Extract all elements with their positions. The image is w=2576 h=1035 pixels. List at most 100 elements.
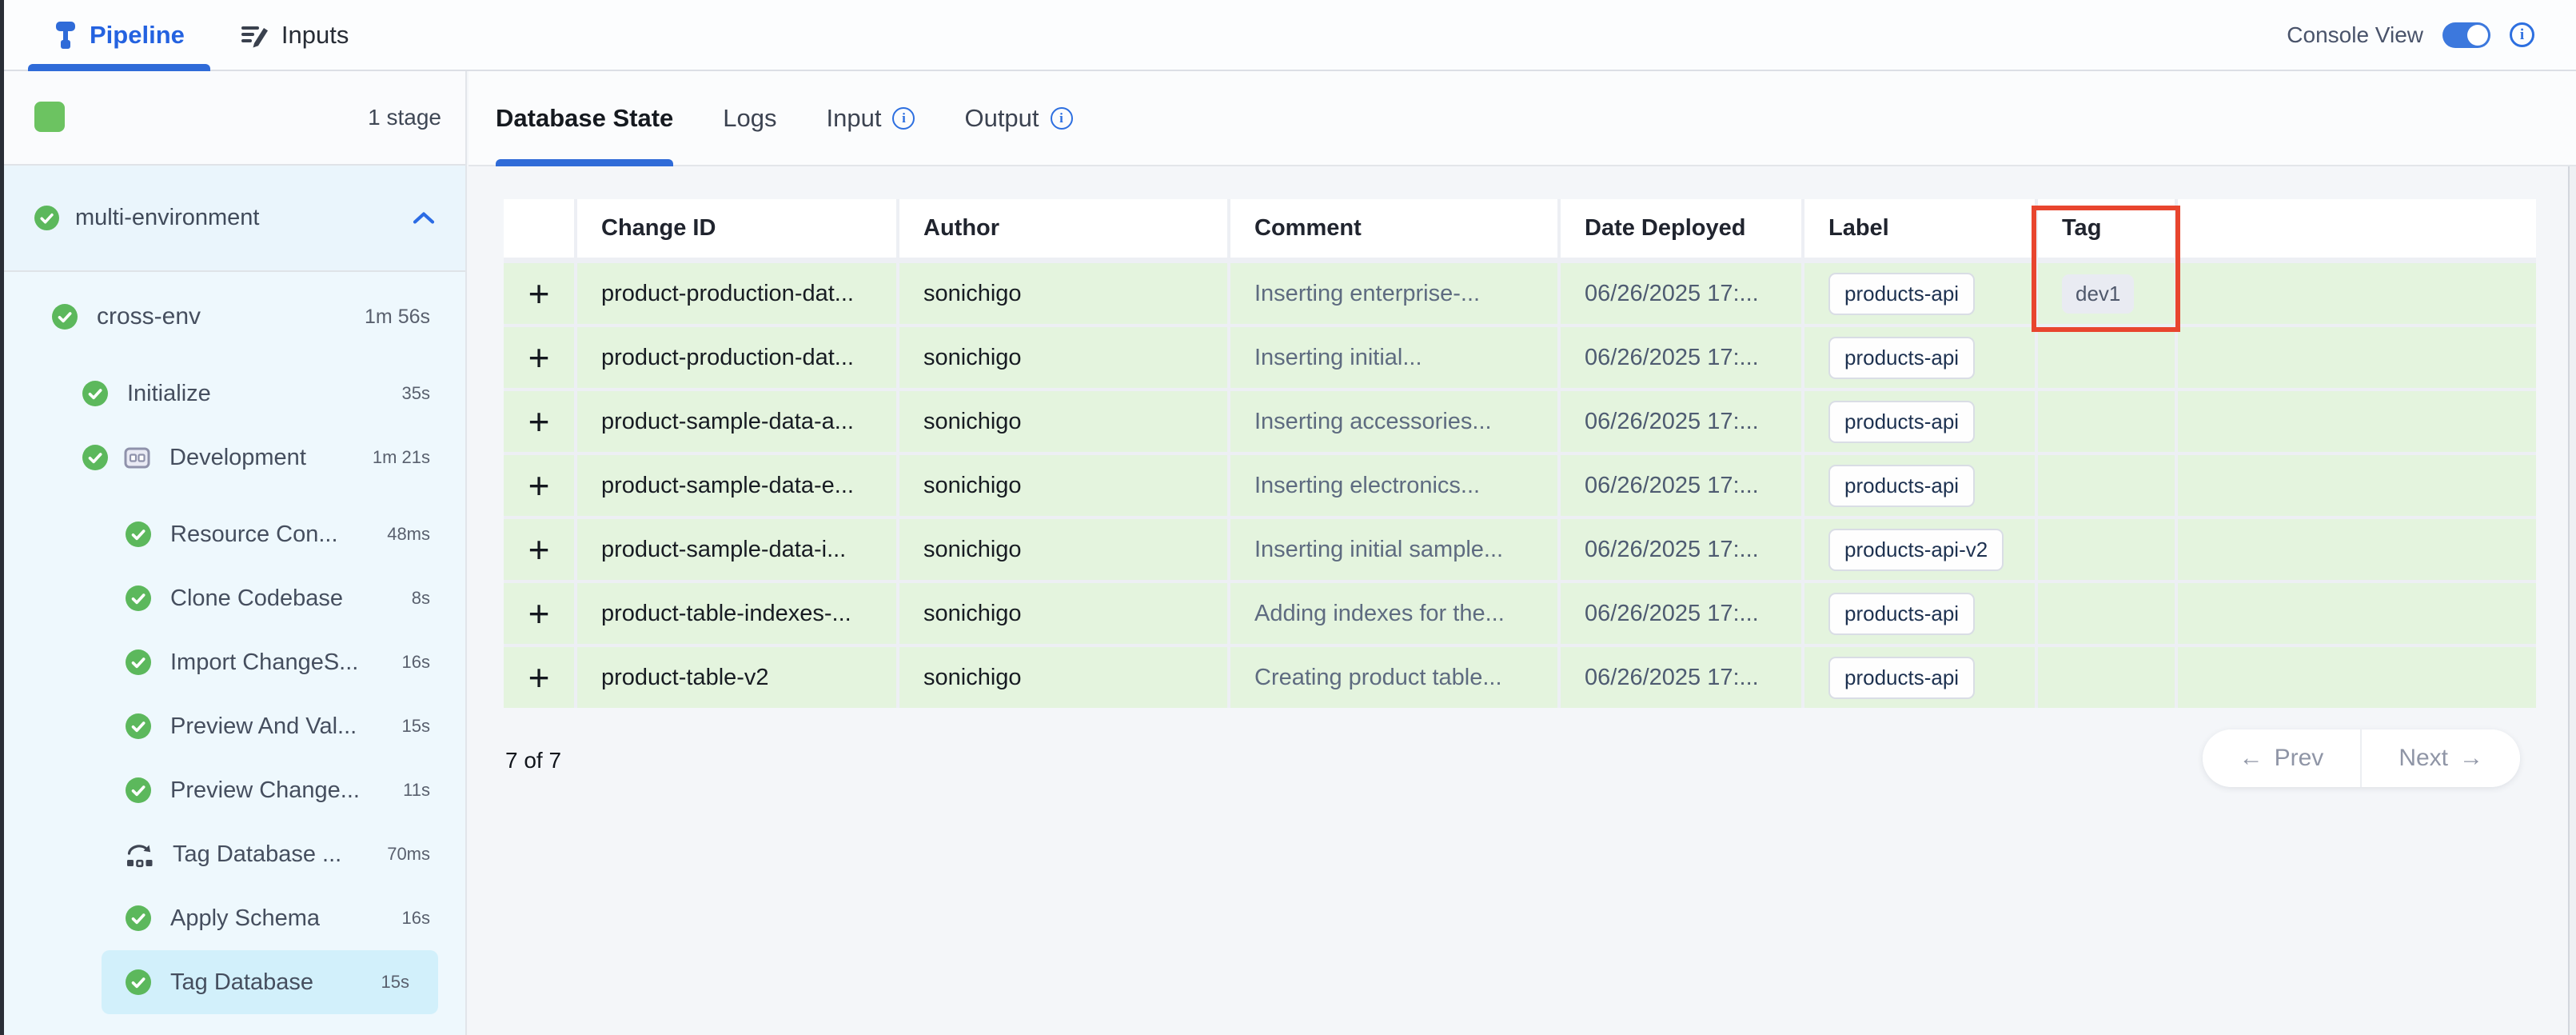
- tab-logs[interactable]: Logs: [723, 71, 776, 165]
- label-chip: products-api: [1828, 272, 1976, 315]
- tab-label: Logs: [723, 103, 777, 132]
- success-check-icon: [126, 649, 151, 675]
- pipeline-step[interactable]: Preview And Val... 15s: [4, 694, 465, 758]
- cell-change_id: product-table-v2: [577, 647, 896, 708]
- cell-empty: [2178, 647, 2536, 708]
- cell-date: 06/26/2025 17:...: [1561, 455, 1801, 516]
- cell-tag: [2038, 647, 2175, 708]
- cell-label: products-api: [1804, 455, 2035, 516]
- right-panel-edge[interactable]: [2568, 166, 2576, 1035]
- step-duration: 11s: [403, 780, 430, 800]
- pipeline-step[interactable]: Development 1m 21s: [4, 426, 465, 490]
- window-left-edge: [0, 0, 4, 1035]
- console-view-label: Console View: [2287, 22, 2423, 47]
- prev-page-button[interactable]: ← Prev: [2202, 729, 2361, 787]
- tag-chip: dev1: [2062, 274, 2135, 314]
- pipeline-step[interactable]: Resource Con... 48ms: [4, 502, 465, 566]
- label-chip: products-api: [1828, 656, 1976, 699]
- step-duration: 16s: [401, 908, 430, 928]
- tab-pipeline-label: Pipeline: [90, 20, 185, 49]
- step-list: cross-env 1m 56s Initialize 35s Development 1…: [4, 272, 465, 1035]
- tab-label: Database State: [496, 103, 674, 132]
- step-label: Tag Database: [170, 969, 313, 995]
- success-check-icon: [126, 713, 151, 739]
- step-duration: 35s: [401, 383, 430, 403]
- console-view-info-icon[interactable]: i: [2510, 22, 2534, 47]
- tab-pipeline[interactable]: Pipeline: [28, 0, 210, 71]
- label-chip: products-api: [1828, 400, 1976, 443]
- success-check-icon: [126, 969, 151, 995]
- expand-row-button[interactable]: +: [504, 583, 574, 644]
- cell-tag: [2038, 583, 2175, 644]
- expand-row-button[interactable]: +: [504, 647, 574, 708]
- pipeline-step[interactable]: Tag Database ... 70ms: [4, 822, 465, 886]
- pipeline-step[interactable]: Apply Schema 16s: [4, 886, 465, 950]
- next-page-button[interactable]: Next →: [2360, 729, 2520, 787]
- step-label: Development: [169, 444, 306, 470]
- tab-inputs-label: Inputs: [281, 20, 349, 49]
- console-view-toggle[interactable]: [2442, 22, 2490, 48]
- main-panel: Database State Logs Input i Output i Change I…: [469, 71, 2576, 1035]
- step-label: Preview And Val...: [170, 713, 357, 739]
- step-duration: 15s: [401, 716, 430, 736]
- success-check-icon: [82, 381, 108, 406]
- cell-author: sonichigo: [899, 519, 1227, 580]
- expand-row-button[interactable]: +: [504, 519, 574, 580]
- tab-input[interactable]: Input i: [827, 71, 915, 165]
- expand-row-button[interactable]: +: [504, 455, 574, 516]
- chevron-up-icon[interactable]: [413, 211, 435, 225]
- success-check-icon: [82, 445, 108, 470]
- label-chip: products-api: [1828, 592, 1976, 635]
- stage-count: 1 stage: [368, 105, 441, 130]
- tab-label: Input: [826, 103, 882, 132]
- cell-date: 06/26/2025 17:...: [1561, 327, 1801, 388]
- cell-comment: Creating product table...: [1230, 647, 1557, 708]
- cell-change_id: product-table-indexes-...: [577, 583, 896, 644]
- stage-summary-row[interactable]: 1 stage: [4, 71, 465, 166]
- cell-author: sonichigo: [899, 583, 1227, 644]
- success-check-icon: [126, 777, 151, 803]
- pipeline-step[interactable]: Preview Change... 11s: [4, 758, 465, 822]
- success-check-icon: [126, 905, 151, 931]
- pipeline-step[interactable]: Clone Codebase 8s: [4, 566, 465, 630]
- cell-comment: Adding indexes for the...: [1230, 583, 1557, 644]
- label-chip: products-api: [1828, 336, 1976, 379]
- tab-output[interactable]: Output i: [964, 71, 1073, 165]
- step-duration: 1m 56s: [365, 305, 430, 328]
- row-count: 7 of 7: [505, 748, 562, 773]
- cell-change_id: product-sample-data-a...: [577, 391, 896, 452]
- step-duration: 15s: [381, 972, 409, 992]
- cell-label: products-api: [1804, 391, 2035, 452]
- step-label: cross-env: [97, 303, 201, 330]
- execution-sidebar: 1 stage multi-environment cross-env 1m 56…: [4, 71, 467, 1035]
- expand-row-button[interactable]: +: [504, 263, 574, 324]
- pipeline-step[interactable]: Initialize 35s: [4, 362, 465, 426]
- cell-comment: Inserting initial...: [1230, 327, 1557, 388]
- pipeline-step[interactable]: Tag Database 15s: [102, 950, 438, 1014]
- cell-label: products-api-v2: [1804, 519, 2035, 580]
- cell-tag: [2038, 327, 2175, 388]
- cell-change_id: product-sample-data-e...: [577, 455, 896, 516]
- cell-change_id: product-production-dat...: [577, 327, 896, 388]
- step-label: Resource Con...: [170, 521, 338, 547]
- cell-date: 06/26/2025 17:...: [1561, 263, 1801, 324]
- rollback-icon: [126, 841, 154, 868]
- detail-tabs: Database State Logs Input i Output i: [469, 71, 2576, 166]
- info-icon[interactable]: i: [1050, 106, 1073, 130]
- cell-tag: dev1: [2038, 263, 2175, 324]
- cell-empty: [2178, 519, 2536, 580]
- info-icon[interactable]: i: [892, 106, 915, 130]
- tab-inputs[interactable]: Inputs: [228, 0, 361, 70]
- database-state-content: Change ID Author Comment Date Deployed Label…: [469, 168, 2568, 1035]
- pipeline-step[interactable]: Import ChangeS... 16s: [4, 630, 465, 694]
- expand-row-button[interactable]: +: [504, 391, 574, 452]
- column-header-date-deployed: Date Deployed: [1561, 199, 1801, 258]
- database-state-table: Change ID Author Comment Date Deployed Label…: [504, 199, 2536, 708]
- stage-status-square-icon: [34, 102, 65, 132]
- stage-group-multi-environment[interactable]: multi-environment: [4, 166, 465, 272]
- cell-comment: Inserting electronics...: [1230, 455, 1557, 516]
- tab-database-state[interactable]: Database State: [496, 71, 674, 166]
- cell-empty: [2178, 583, 2536, 644]
- expand-row-button[interactable]: +: [504, 327, 574, 388]
- pipeline-step[interactable]: cross-env 1m 56s: [4, 285, 465, 349]
